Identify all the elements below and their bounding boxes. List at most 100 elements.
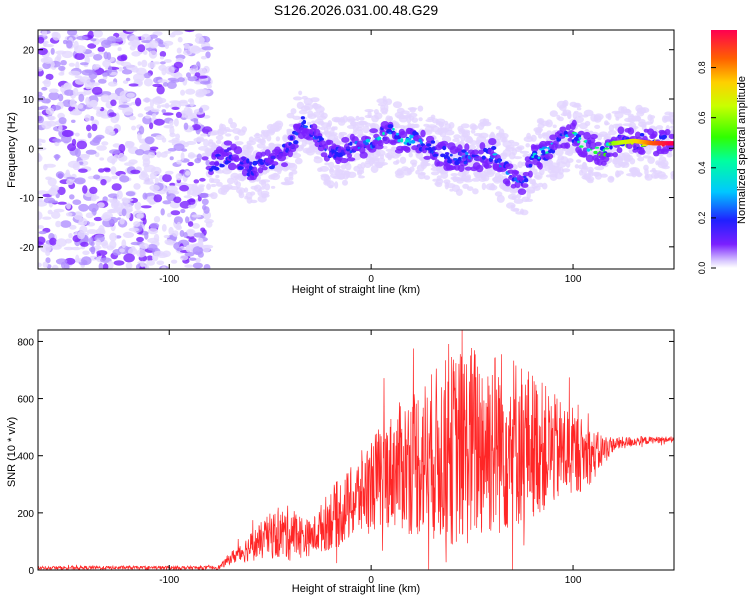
noise-blob [49, 237, 57, 246]
noise-blob [100, 257, 112, 264]
noise-blob [184, 170, 191, 176]
halo-blob [360, 162, 366, 169]
noise-blob [110, 166, 117, 175]
noise-blob [151, 113, 157, 118]
ridge-peak [578, 137, 582, 140]
halo-blob [358, 116, 365, 121]
halo-blob [401, 166, 409, 172]
ridge-blob [349, 141, 353, 146]
noise-blob [71, 119, 76, 124]
noise-blob [177, 36, 183, 43]
halo-blob [576, 107, 582, 111]
noise-blob [152, 83, 163, 88]
noise-blob [43, 197, 56, 204]
noise-blob [137, 61, 142, 66]
halo-blob [436, 175, 442, 182]
halo-blob [505, 185, 513, 191]
ridge-blob [552, 140, 559, 146]
noise-blob [93, 30, 103, 38]
noise-blob [180, 152, 185, 161]
halo-blob [636, 154, 642, 158]
halo-blob [230, 122, 237, 129]
noise-blob [136, 249, 147, 258]
ridge-blob [300, 116, 305, 120]
ridge-blob [404, 146, 411, 153]
ridge-blob [311, 123, 318, 131]
halo-blob [374, 112, 383, 120]
ridge-blob [281, 162, 288, 168]
halo-blob [319, 165, 330, 172]
ridge-blob [369, 128, 378, 134]
halo-blob [594, 172, 603, 180]
halo-blob [463, 178, 473, 183]
noise-blob [197, 239, 204, 248]
noise-blob [66, 176, 76, 180]
noise-blob [91, 86, 103, 95]
noise-blob [85, 149, 97, 155]
noise-blob [162, 250, 171, 258]
halo-blob [234, 141, 244, 146]
noise-blob [193, 179, 200, 184]
ridge-peak [449, 153, 453, 157]
noise-blob [38, 115, 44, 124]
noise-blob [156, 260, 165, 266]
halo-blob [573, 103, 580, 108]
noise-blob [106, 130, 116, 136]
noise-blob [156, 104, 161, 109]
noise-blob [38, 142, 42, 147]
noise-blob [117, 55, 127, 62]
halo-blob [443, 179, 451, 184]
halo-blob [342, 179, 348, 186]
halo-blob [587, 178, 594, 184]
halo-blob [607, 112, 612, 121]
noise-blob [86, 124, 92, 132]
noise-blob [187, 221, 194, 227]
ridge-blob [488, 138, 497, 146]
ridge-tail [671, 141, 674, 146]
halo-blob [505, 145, 515, 150]
halo-blob [471, 177, 481, 182]
halo-blob [210, 183, 217, 188]
noise-blob [42, 216, 52, 220]
halo-blob [261, 193, 270, 198]
halo-blob [657, 171, 666, 178]
halo-blob [647, 156, 655, 164]
halo-blob [631, 115, 642, 122]
noise-blob [190, 46, 202, 54]
ridge-blob [577, 130, 585, 136]
noise-blob [205, 51, 211, 59]
noise-blob [180, 208, 186, 214]
halo-blob [355, 115, 360, 122]
noise-blob [189, 257, 197, 261]
noise-blob [185, 244, 191, 253]
halo-blob [525, 198, 533, 202]
noise-blob [43, 44, 54, 48]
noise-blob [58, 65, 66, 71]
x-tick-label: -100 [159, 274, 179, 285]
noise-blob [203, 264, 211, 269]
noise-blob [184, 252, 195, 257]
halo-blob [544, 164, 549, 172]
noise-blob [160, 151, 168, 158]
noise-blob [176, 159, 183, 165]
noise-blob [109, 232, 117, 242]
halo-blob [568, 146, 574, 155]
noise-blob [72, 87, 79, 97]
halo-blob [512, 208, 520, 212]
noise-blob [175, 173, 183, 181]
noise-blob [188, 198, 196, 205]
noise-blob [67, 143, 77, 152]
noise-blob [166, 81, 177, 89]
noise-blob [38, 36, 45, 44]
noise-blob [198, 89, 211, 95]
noise-blob [104, 168, 111, 173]
noise-blob [195, 257, 201, 263]
noise-blob [82, 250, 90, 256]
noise-blob [78, 168, 88, 173]
noise-blob [186, 72, 191, 78]
noise-blob [102, 72, 109, 77]
halo-blob [419, 171, 426, 176]
snr-x-label: Height of straight line (km) [292, 583, 420, 595]
noise-blob [55, 171, 65, 179]
ridge-blob [605, 152, 614, 157]
